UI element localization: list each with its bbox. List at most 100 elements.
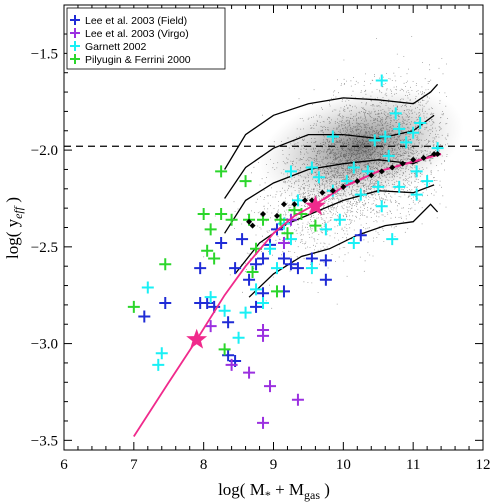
y-title-main: log( y: [3, 218, 22, 259]
data-point-garnett: [218, 304, 231, 317]
diamond-marker: [329, 187, 336, 194]
data-point-lee-field: [257, 252, 270, 265]
series-garnett: [141, 74, 444, 371]
legend-entry-lee-field: Lee et al. 2003 (Field): [70, 15, 187, 27]
data-point-garnett: [386, 233, 399, 246]
data-point-garnett: [284, 165, 297, 178]
data-point-lee-field: [215, 236, 228, 249]
data-point-lee-field: [277, 252, 290, 265]
data-point-garnett: [264, 242, 277, 255]
data-point-garnett: [305, 161, 318, 174]
data-point-garnett: [204, 291, 217, 304]
data-point-garnett: [155, 347, 168, 360]
data-point-pilyugin: [225, 213, 238, 226]
data-point-garnett: [410, 188, 423, 201]
data-point-lee-virgo: [257, 416, 270, 429]
data-point-garnett: [257, 296, 270, 309]
diamond-marker: [389, 164, 396, 171]
legend-entry-pilyugin: Pilyugin & Ferrini 2000: [70, 54, 191, 66]
data-point-garnett: [372, 180, 385, 193]
legend-label-garnett: Garnett 2002: [85, 41, 146, 53]
diamond-marker: [249, 222, 256, 229]
data-point-garnett: [414, 117, 427, 130]
data-point-lee-virgo: [225, 358, 238, 371]
x-title-mid: + M: [271, 480, 304, 499]
legend-label-lee-virgo: Lee et al. 2003 (Virgo): [85, 28, 189, 40]
y-tick-label: −2.5: [31, 240, 58, 256]
data-point-pilyugin: [281, 227, 294, 240]
legend: Lee et al. 2003 (Field) Lee et al. 2003 …: [66, 7, 226, 70]
data-point-garnett: [407, 126, 420, 139]
data-point-lee-virgo: [257, 324, 270, 337]
data-point-lee-virgo: [277, 236, 290, 249]
data-point-lee-field: [222, 316, 235, 329]
data-point-lee-field: [291, 262, 304, 275]
data-point-lee-field: [319, 273, 332, 286]
legend-label-pilyugin: Pilyugin & Ferrini 2000: [85, 54, 191, 66]
data-point-pilyugin: [309, 219, 322, 232]
x-title-sub1: *: [265, 488, 271, 502]
plot-frame: [63, 4, 484, 451]
diamond-markers: [246, 150, 441, 229]
data-point-pilyugin: [239, 175, 252, 188]
data-point-garnett: [141, 281, 154, 294]
data-point-pilyugin: [218, 343, 231, 356]
x-tick-label: 6: [60, 457, 68, 473]
data-point-lee-virgo: [291, 393, 304, 406]
legend-label-lee-field: Lee et al. 2003 (Field): [85, 15, 187, 27]
model-curve-layer: [133, 150, 442, 437]
percentile-line-4: [234, 184, 435, 275]
series-lee-virgo: [204, 213, 304, 429]
observational-series-layer: [127, 74, 444, 429]
diamond-marker: [273, 212, 280, 219]
star-marker: [304, 195, 326, 216]
data-point-garnett: [152, 358, 165, 371]
y-tick-label: −3.0: [31, 337, 58, 353]
diamond-marker: [410, 156, 417, 163]
data-point-garnett: [305, 262, 318, 275]
series-pilyugin: [127, 165, 322, 356]
data-point-pilyugin: [215, 165, 228, 178]
data-point-pilyugin: [208, 252, 221, 265]
data-point-lee-field: [250, 300, 263, 313]
data-point-garnett: [368, 134, 381, 147]
legend-marker-lee-virgo: [70, 28, 80, 38]
data-point-pilyugin: [274, 213, 287, 226]
x-title-main: log( M: [218, 480, 265, 499]
data-point-lee-field: [194, 262, 207, 275]
data-point-lee-field: [284, 258, 297, 271]
diamond-marker: [420, 154, 427, 161]
legend-marker-pilyugin: [70, 54, 80, 64]
data-point-garnett: [347, 161, 360, 174]
y-title-end: ): [3, 197, 22, 207]
x-title-end: ): [320, 480, 330, 499]
x-axis-title: log( M* + Mgas ): [218, 480, 330, 502]
diamond-marker: [399, 160, 406, 167]
data-point-garnett: [250, 283, 263, 296]
data-point-pilyugin: [197, 207, 210, 220]
x-tick-label: 9: [270, 457, 278, 473]
axes-ticks: 6 7 8 9 10 11 12 −3.5 −3.0 −2.5 −2.0 −1.5: [31, 5, 491, 473]
diamond-marker: [260, 210, 267, 217]
data-point-garnett: [389, 107, 402, 120]
percentile-line-1: [224, 83, 439, 170]
data-point-garnett: [312, 171, 325, 184]
diamond-marker: [340, 183, 347, 190]
data-point-garnett: [270, 262, 283, 275]
y-tick-label: −2.0: [31, 143, 58, 159]
data-point-garnett: [400, 136, 413, 149]
diamond-marker: [354, 178, 361, 185]
data-point-garnett: [326, 130, 339, 143]
data-point-lee-field: [319, 254, 332, 267]
series-lee-field: [138, 223, 367, 367]
data-point-pilyugin: [201, 244, 214, 257]
y-tick-label: −3.5: [31, 433, 58, 449]
y-tick-label: −1.5: [31, 46, 58, 62]
legend-marker-lee-field: [70, 15, 80, 25]
legend-box: [66, 7, 226, 70]
x-tick-label: 8: [200, 457, 208, 473]
diamond-marker: [434, 150, 441, 157]
legend-entry-lee-virgo: Lee et al. 2003 (Virgo): [70, 28, 189, 40]
model-curve-dashed: [314, 152, 442, 206]
diamond-marker: [368, 172, 375, 179]
